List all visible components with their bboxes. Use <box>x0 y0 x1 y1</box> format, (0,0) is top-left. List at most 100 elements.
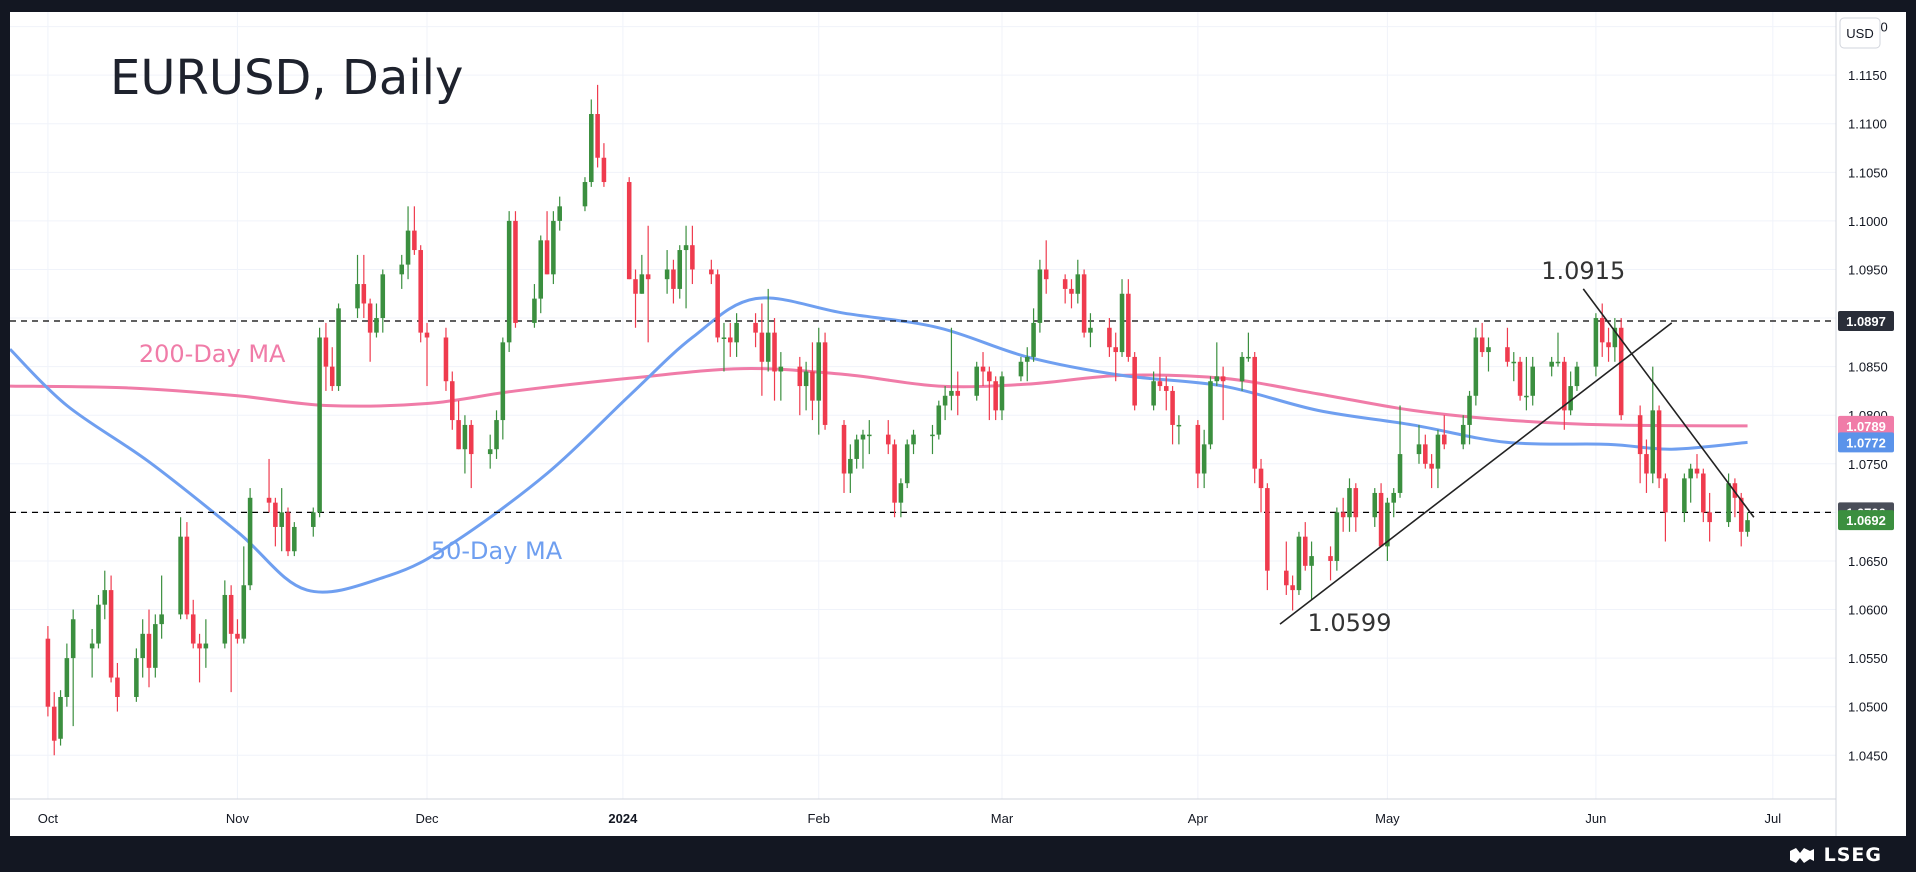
candle-body <box>1726 483 1731 523</box>
trendlines <box>1279 288 1755 625</box>
frame-top-border <box>0 0 1916 12</box>
candle-body <box>1460 424 1466 445</box>
candle-body <box>1252 356 1257 469</box>
candle-body <box>1043 269 1049 280</box>
candle <box>1132 352 1137 411</box>
candle <box>178 517 183 620</box>
candle-body <box>1682 478 1687 513</box>
candle <box>1606 327 1611 362</box>
candle <box>456 400 461 450</box>
candle-body <box>513 220 518 323</box>
candle <box>96 594 101 649</box>
candle-body <box>1340 512 1346 518</box>
candle-body <box>1075 274 1081 294</box>
candle <box>329 347 335 391</box>
candle <box>336 303 341 391</box>
candle <box>70 609 76 727</box>
candle <box>1568 371 1573 416</box>
candle-body <box>1113 347 1118 353</box>
candle-body <box>772 332 777 372</box>
annotation-label: 1.0599 <box>1307 609 1391 637</box>
candle <box>1511 352 1517 382</box>
candle <box>399 254 405 289</box>
candle-body <box>1416 444 1422 455</box>
candle-body <box>494 420 499 450</box>
candle <box>190 599 196 649</box>
candle-body <box>1239 356 1245 382</box>
candle <box>1650 366 1656 484</box>
y-tick-label: 1.1000 <box>1848 214 1888 229</box>
candle <box>500 337 506 440</box>
candle-body <box>1176 424 1182 427</box>
candle-body <box>633 279 638 294</box>
candle <box>487 434 493 469</box>
candle <box>904 439 910 489</box>
candle <box>1694 454 1700 479</box>
candle <box>1252 352 1257 484</box>
candle <box>513 211 518 328</box>
candle-body <box>89 643 95 649</box>
candle-body <box>898 483 904 503</box>
candle-body <box>1353 488 1359 518</box>
candle-body <box>450 381 455 421</box>
candle-body <box>1688 468 1693 479</box>
candle <box>1429 454 1434 489</box>
candle <box>450 371 455 430</box>
candle-body <box>1302 536 1308 566</box>
candle <box>1517 356 1523 401</box>
x-tick-label: Jun <box>1585 811 1606 826</box>
price-tag-label: 1.0897 <box>1846 314 1886 329</box>
candle-body <box>500 342 506 421</box>
candle <box>462 415 468 474</box>
candle <box>589 99 594 187</box>
trendline <box>1582 288 1755 518</box>
candle <box>1347 478 1352 532</box>
candle <box>1258 458 1264 513</box>
candle-body <box>108 590 114 678</box>
candle <box>892 439 897 518</box>
candle-body <box>1650 410 1656 474</box>
candle-body <box>1031 322 1036 357</box>
candle <box>626 177 632 280</box>
currency-label-box[interactable]: USD <box>1839 17 1881 49</box>
candle-body <box>1694 468 1700 474</box>
candle-body <box>999 376 1005 411</box>
candle <box>108 575 114 683</box>
candle-body <box>936 405 942 435</box>
candle <box>89 628 95 678</box>
candle-body <box>1637 415 1643 455</box>
y-tick-label: 1.1050 <box>1848 165 1888 180</box>
candle-body <box>582 182 588 207</box>
candle <box>1328 546 1333 581</box>
candle-body <box>1618 327 1624 416</box>
price-tag-bg <box>1838 432 1894 453</box>
candle-body <box>1296 536 1302 591</box>
price-tag-label: 1.0772 <box>1846 435 1886 450</box>
candle-body <box>1208 381 1213 445</box>
candle <box>1486 337 1491 372</box>
candle <box>955 371 961 416</box>
candle <box>772 318 777 401</box>
candle-body <box>1246 356 1251 359</box>
trendline <box>1279 322 1673 625</box>
candle-body <box>292 526 297 552</box>
candle <box>936 400 942 440</box>
candle-body <box>355 284 360 309</box>
candle-body <box>1107 327 1112 348</box>
candle-body <box>930 434 935 437</box>
candle-body <box>860 434 866 440</box>
candle-body <box>639 274 645 294</box>
candle-body <box>1738 497 1744 532</box>
candle-body <box>1663 478 1668 513</box>
candle-body <box>1555 361 1561 364</box>
x-tick-label: Dec <box>415 811 439 826</box>
candle-body <box>190 614 196 644</box>
candle <box>1163 376 1169 411</box>
candle-body <box>904 444 910 484</box>
candle-body <box>412 230 417 251</box>
candle-body <box>1745 520 1750 532</box>
candle <box>1195 420 1201 489</box>
candle <box>803 361 809 411</box>
candle <box>860 429 866 469</box>
